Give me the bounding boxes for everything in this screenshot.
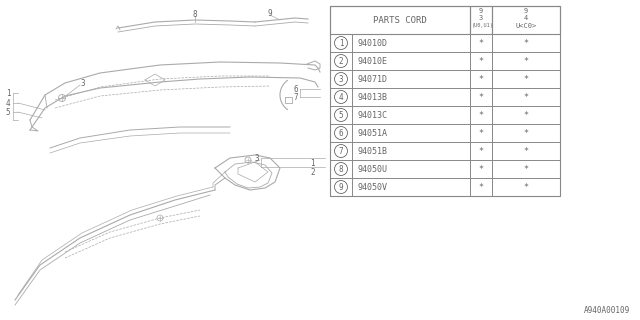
Bar bbox=[330, 124, 352, 142]
Bar bbox=[470, 142, 492, 160]
Bar bbox=[330, 142, 352, 160]
Text: *: * bbox=[479, 147, 483, 156]
Text: *: * bbox=[479, 57, 483, 66]
Text: *: * bbox=[479, 129, 483, 138]
Text: 94050V: 94050V bbox=[357, 182, 387, 191]
Bar bbox=[352, 88, 470, 106]
Text: 3: 3 bbox=[81, 78, 85, 87]
Text: A940A00109: A940A00109 bbox=[584, 306, 630, 315]
Text: 9: 9 bbox=[524, 8, 528, 14]
Text: *: * bbox=[479, 92, 483, 101]
Text: *: * bbox=[479, 110, 483, 119]
Text: 9: 9 bbox=[268, 9, 272, 18]
Bar bbox=[470, 70, 492, 88]
Text: 94050U: 94050U bbox=[357, 164, 387, 173]
Text: 94051A: 94051A bbox=[357, 129, 387, 138]
Bar bbox=[330, 160, 352, 178]
Text: 8: 8 bbox=[193, 10, 197, 19]
Text: U<C0>: U<C0> bbox=[515, 23, 536, 29]
Text: *: * bbox=[524, 38, 529, 47]
Bar bbox=[492, 34, 560, 52]
Bar bbox=[330, 88, 352, 106]
Text: 2: 2 bbox=[339, 57, 343, 66]
Text: 94071D: 94071D bbox=[357, 75, 387, 84]
Text: *: * bbox=[479, 38, 483, 47]
Text: 6: 6 bbox=[339, 129, 343, 138]
Text: *: * bbox=[524, 92, 529, 101]
Text: (U0,U1): (U0,U1) bbox=[472, 22, 494, 28]
Text: 1: 1 bbox=[310, 158, 315, 167]
Text: *: * bbox=[524, 110, 529, 119]
Bar bbox=[330, 178, 352, 196]
Bar bbox=[352, 34, 470, 52]
Text: 4: 4 bbox=[339, 92, 343, 101]
Text: 9: 9 bbox=[479, 8, 483, 14]
Text: 8: 8 bbox=[339, 164, 343, 173]
Bar bbox=[470, 52, 492, 70]
Text: 3: 3 bbox=[479, 15, 483, 21]
Text: 1: 1 bbox=[339, 38, 343, 47]
Bar bbox=[330, 70, 352, 88]
Bar bbox=[492, 160, 560, 178]
Text: *: * bbox=[524, 129, 529, 138]
Text: 94013B: 94013B bbox=[357, 92, 387, 101]
Text: 1: 1 bbox=[6, 89, 10, 98]
Bar bbox=[352, 70, 470, 88]
Text: 3: 3 bbox=[255, 154, 259, 163]
Bar bbox=[492, 178, 560, 196]
Text: 7: 7 bbox=[339, 147, 343, 156]
Bar bbox=[330, 6, 470, 34]
Bar bbox=[352, 124, 470, 142]
Bar bbox=[470, 124, 492, 142]
Bar bbox=[492, 88, 560, 106]
Text: 94010D: 94010D bbox=[357, 38, 387, 47]
Bar bbox=[352, 178, 470, 196]
Text: 4: 4 bbox=[6, 99, 10, 108]
Bar bbox=[330, 106, 352, 124]
Text: 5: 5 bbox=[6, 108, 10, 116]
Text: 2: 2 bbox=[310, 167, 315, 177]
Bar bbox=[352, 106, 470, 124]
Text: *: * bbox=[524, 57, 529, 66]
Text: 6: 6 bbox=[294, 84, 298, 93]
Text: 94051B: 94051B bbox=[357, 147, 387, 156]
Bar bbox=[330, 34, 352, 52]
Text: *: * bbox=[524, 164, 529, 173]
Bar bbox=[330, 6, 560, 196]
Bar bbox=[492, 70, 560, 88]
Text: *: * bbox=[479, 182, 483, 191]
Bar bbox=[492, 6, 560, 34]
Bar bbox=[492, 142, 560, 160]
Bar bbox=[470, 34, 492, 52]
Text: 5: 5 bbox=[339, 110, 343, 119]
Bar bbox=[330, 52, 352, 70]
Text: 7: 7 bbox=[294, 92, 298, 101]
Bar bbox=[470, 106, 492, 124]
Text: 94010E: 94010E bbox=[357, 57, 387, 66]
Text: *: * bbox=[524, 75, 529, 84]
Text: 9: 9 bbox=[339, 182, 343, 191]
Text: 3: 3 bbox=[339, 75, 343, 84]
Bar bbox=[352, 142, 470, 160]
Text: PARTS CORD: PARTS CORD bbox=[373, 15, 427, 25]
Text: 94013C: 94013C bbox=[357, 110, 387, 119]
Bar bbox=[492, 52, 560, 70]
Bar bbox=[470, 178, 492, 196]
Bar bbox=[470, 6, 492, 34]
Bar bbox=[470, 88, 492, 106]
Text: 4: 4 bbox=[524, 15, 528, 21]
Text: *: * bbox=[524, 182, 529, 191]
Bar bbox=[352, 52, 470, 70]
Bar bbox=[470, 160, 492, 178]
Bar bbox=[492, 124, 560, 142]
Text: *: * bbox=[479, 164, 483, 173]
Text: *: * bbox=[524, 147, 529, 156]
Bar bbox=[492, 106, 560, 124]
Bar bbox=[352, 160, 470, 178]
Text: *: * bbox=[479, 75, 483, 84]
